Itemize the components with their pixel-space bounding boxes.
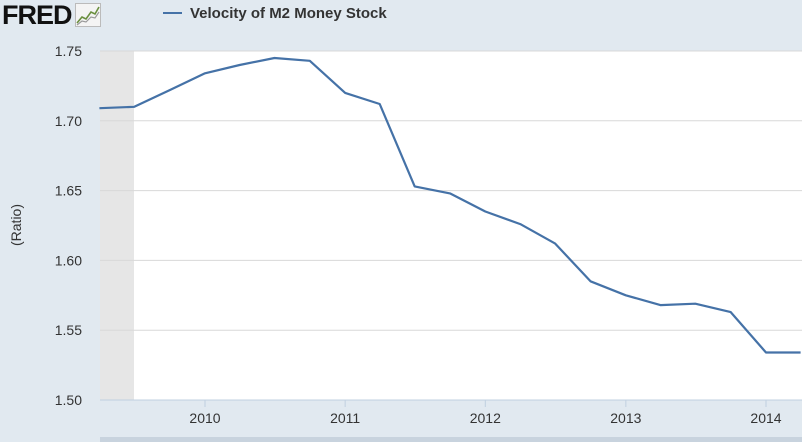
y-tick-label: 1.50 (55, 392, 82, 408)
y-tick-label: 1.65 (55, 183, 82, 199)
fred-logo[interactable]: FRED (2, 0, 101, 30)
line-chart-icon (74, 3, 101, 27)
x-tick-label: 2013 (610, 410, 641, 426)
y-axis-label: (Ratio) (8, 204, 24, 246)
fred-logo-text: FRED (2, 0, 72, 30)
x-tick-label: 2012 (470, 410, 501, 426)
x-axis-ticks: 2010 2011 2012 2013 2014 (189, 400, 782, 426)
y-tick-label: 1.60 (55, 252, 82, 268)
legend-swatch (163, 12, 182, 14)
plot-background (100, 51, 802, 400)
gridlines (100, 50, 802, 331)
x-tick-label: 2014 (750, 410, 781, 426)
y-axis-ticks: 1.75 1.70 1.65 1.60 1.55 1.50 (55, 43, 82, 408)
chart-legend[interactable]: Velocity of M2 Money Stock (163, 2, 387, 24)
series-line (99, 56, 801, 354)
x-tick-label: 2010 (189, 410, 220, 426)
recession-shading (100, 51, 134, 400)
y-tick-label: 1.75 (55, 43, 82, 59)
legend-series-label: Velocity of M2 Money Stock (190, 4, 387, 22)
x-tick-label: 2011 (330, 410, 360, 426)
y-tick-label: 1.55 (55, 322, 82, 338)
y-tick-label: 1.70 (55, 113, 82, 129)
navigator-bar[interactable] (100, 437, 802, 442)
